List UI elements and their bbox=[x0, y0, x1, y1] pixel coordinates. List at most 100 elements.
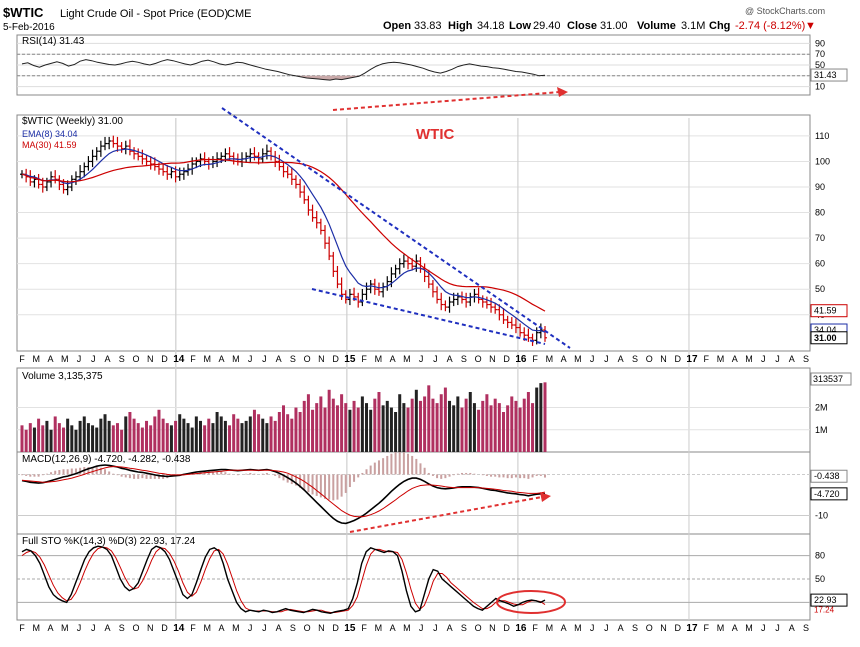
macd-histogram-bar bbox=[120, 474, 123, 477]
macd-histogram-bar bbox=[357, 474, 360, 478]
macd-histogram-bar bbox=[45, 473, 48, 475]
volume-bar bbox=[45, 420, 49, 452]
x-tick-label: M bbox=[403, 354, 411, 364]
macd-histogram-bar bbox=[87, 467, 90, 475]
ma-line bbox=[21, 158, 546, 312]
macd-histogram-bar bbox=[133, 474, 136, 479]
price-last-box bbox=[810, 331, 848, 345]
x-tick-label: J bbox=[419, 354, 424, 364]
x-tick-label: S bbox=[632, 354, 638, 364]
symbol: $WTIC bbox=[3, 5, 44, 20]
x-tick-label: N bbox=[489, 623, 496, 633]
volume-bar bbox=[398, 394, 402, 452]
macd-histogram-bar bbox=[253, 473, 256, 475]
x-tick-label: D bbox=[674, 354, 681, 364]
volume-bar bbox=[95, 427, 99, 452]
macd-histogram-bar bbox=[137, 474, 140, 479]
x-tick-label: M bbox=[33, 623, 41, 633]
volume-bar bbox=[427, 385, 431, 452]
x-tick-label: N bbox=[318, 354, 325, 364]
macd-histogram-bar bbox=[386, 455, 389, 475]
low-value: 29.40 bbox=[533, 20, 561, 32]
volume-bar bbox=[414, 389, 418, 452]
annotations-layer bbox=[221, 87, 571, 614]
volume-layer bbox=[20, 382, 547, 452]
volume-bar bbox=[190, 427, 194, 452]
macd-histogram-bar bbox=[216, 471, 219, 475]
macd-histogram-bar bbox=[303, 474, 306, 490]
macd-histogram-bar bbox=[498, 474, 501, 478]
sto-layer bbox=[21, 545, 546, 615]
macd-histogram-bar bbox=[74, 468, 77, 475]
x-tick-label: F bbox=[703, 623, 709, 633]
price-tick-label: 60 bbox=[815, 259, 825, 269]
x-axis: F M A M J J A S O N D 14 F M A M J J A S O N D 15 F M A M J J A S O N D 16 F… bbox=[19, 354, 809, 634]
volume-bar bbox=[352, 400, 356, 452]
x-tick-label: 15 bbox=[344, 354, 356, 365]
x-tick-label: D bbox=[161, 623, 168, 633]
volume-bar bbox=[418, 400, 422, 452]
volume-bar bbox=[62, 427, 66, 452]
ema-legend: EMA(8) 34.04 bbox=[22, 129, 78, 139]
sto-legend: Full STO %K(14,3) %D(3) 22.93, 17.24 bbox=[22, 536, 196, 547]
volume-bar bbox=[493, 398, 497, 452]
x-tick-label: O bbox=[475, 354, 482, 364]
rsi-legend: RSI(14) 31.43 bbox=[22, 36, 85, 47]
volume-bar bbox=[128, 412, 132, 452]
x-tick-label: O bbox=[646, 623, 653, 633]
macd-histogram-bar bbox=[377, 460, 380, 475]
volume-bar bbox=[236, 418, 240, 452]
ma-legend: MA(30) 41.59 bbox=[22, 140, 77, 150]
x-tick-label: N bbox=[660, 623, 667, 633]
volume-bar bbox=[448, 400, 452, 452]
macd-hist-value: -0.438 bbox=[814, 471, 840, 481]
macd-hist-box bbox=[810, 469, 848, 483]
macd-histogram-bar bbox=[415, 458, 418, 475]
x-tick-label: O bbox=[304, 623, 311, 633]
sto-k-line bbox=[21, 545, 546, 615]
volume-bar bbox=[24, 429, 28, 452]
volume-bar bbox=[402, 403, 406, 452]
x-tick-label: A bbox=[618, 623, 624, 633]
volume-bar bbox=[86, 423, 90, 452]
x-tick-label: A bbox=[48, 354, 54, 364]
macd-last-value: -4.720 bbox=[814, 489, 840, 499]
x-tick-label: A bbox=[48, 623, 54, 633]
macd-histogram-bar bbox=[539, 474, 542, 476]
macd-histogram-bar bbox=[469, 472, 472, 475]
volume-bar bbox=[211, 423, 215, 452]
macd-arrowhead-icon bbox=[540, 492, 551, 502]
macd-histogram-bar bbox=[490, 474, 493, 477]
volume-tick-label: 1M bbox=[815, 425, 828, 435]
volume-bar bbox=[174, 420, 178, 452]
macd-histogram-bar bbox=[436, 474, 439, 479]
macd-histogram-bar bbox=[33, 474, 36, 477]
volume-bar bbox=[514, 400, 518, 452]
macd-histogram-bar bbox=[332, 474, 335, 501]
macd-histogram-bar bbox=[481, 474, 484, 476]
volume-label: Volume bbox=[637, 20, 676, 32]
macd-histogram-bar bbox=[452, 474, 455, 476]
volume-bar bbox=[165, 423, 169, 452]
macd-histogram-bar bbox=[502, 474, 505, 478]
x-tick-label: 14 bbox=[173, 623, 185, 634]
volume-bar bbox=[107, 420, 111, 452]
volume-bar bbox=[539, 383, 543, 452]
x-tick-label: F bbox=[532, 623, 538, 633]
macd-histogram-bar bbox=[324, 474, 327, 499]
macd-divergence-arrow bbox=[349, 496, 543, 533]
macd-histogram-bar bbox=[62, 469, 65, 475]
low-label: Low bbox=[509, 20, 531, 32]
x-tick-label: J bbox=[604, 354, 609, 364]
x-tick-label: D bbox=[161, 354, 168, 364]
x-tick-label: N bbox=[489, 354, 496, 364]
sto-tick-label: 50 bbox=[815, 574, 825, 584]
volume-bar bbox=[99, 418, 103, 452]
macd-histogram-bar bbox=[353, 474, 356, 482]
macd-histogram-bar bbox=[141, 474, 144, 479]
macd-histogram-bar bbox=[427, 472, 430, 475]
volume-bar bbox=[37, 418, 41, 452]
volume-bar bbox=[373, 398, 377, 452]
volume-bar bbox=[28, 423, 32, 452]
volume-bar bbox=[294, 407, 298, 452]
